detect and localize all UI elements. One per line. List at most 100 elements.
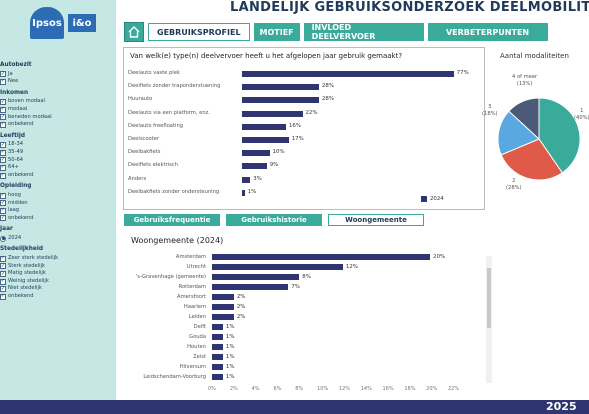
filter-option[interactable]: ✓ beneden modaal	[0, 114, 116, 122]
filter-option[interactable]: ✓ Niet stedelijk	[0, 285, 116, 293]
municipality-row: Zeist 1%	[0, 352, 360, 362]
filter-option[interactable]: ✓ Zeer sterk stedelijk	[0, 255, 116, 263]
filter-option-label: 35-49	[8, 148, 24, 155]
subtab-gebruiksfrequentie[interactable]: Gebruiksfrequentie	[124, 214, 220, 226]
bar	[242, 189, 245, 196]
footer-year: 2025	[546, 400, 577, 413]
filter-panel: Autobezit ✓ Ja ✓ Nee Inkomen ✓ boven modaal ✓ mod…	[0, 62, 116, 305]
filter-option[interactable]: ✓ Sterk stedelijk	[0, 263, 116, 271]
filter-title: Autobezit	[0, 62, 32, 68]
checkbox[interactable]: ✓	[0, 199, 6, 207]
filter-option[interactable]: ✓ onbekend	[0, 215, 116, 223]
checkbox[interactable]: ✓	[0, 207, 6, 214]
checkbox[interactable]: ✓	[0, 285, 6, 293]
filter-option[interactable]: ✓ onbekend	[0, 121, 116, 129]
home-button[interactable]	[124, 22, 144, 42]
municipality-label: Utrecht	[186, 263, 206, 270]
filter-option[interactable]: ✓ modaal	[0, 106, 116, 114]
filter-option[interactable]: ✓ Ja	[0, 71, 116, 79]
subtab-woongemeente[interactable]: Woongemeente	[328, 214, 424, 226]
filter-option-label: onbekend	[8, 171, 34, 178]
radio-button[interactable]	[0, 235, 6, 242]
scroll-thumb[interactable]	[487, 268, 491, 328]
x-tick-label: 12%	[338, 386, 351, 392]
checkbox[interactable]: ✓	[0, 149, 6, 156]
checkbox[interactable]: ✓	[0, 70, 6, 78]
bar-category-label: Deelauto vaste plek	[128, 70, 180, 76]
filter-option[interactable]: 2024	[0, 235, 116, 243]
filter-option[interactable]: ✓ boven modaal	[0, 98, 116, 106]
tab-invloed-deelvervoer[interactable]: INVLOED DEELVERVOER	[303, 23, 424, 41]
pie-label: 2 (28%)	[506, 178, 522, 191]
filter-option[interactable]: ✓ hoog	[0, 192, 116, 200]
filter-option[interactable]: ✓ 64+	[0, 164, 116, 172]
checkbox[interactable]: ✓	[0, 78, 6, 85]
filter-option[interactable]: ✓ midden	[0, 200, 116, 208]
pie-slice	[500, 138, 563, 181]
filter-option[interactable]: ✓ 18-34	[0, 141, 116, 149]
filter-option-label: Matig stedelijk	[8, 270, 46, 277]
chart-title: Van welk(e) type(n) deelvervoer heeft u …	[130, 52, 403, 60]
bar-row: Deelscooter 17%	[124, 134, 484, 146]
bar-value-label: 7%	[291, 283, 300, 290]
checkbox[interactable]: ✓	[0, 255, 6, 262]
tab-motief[interactable]: MOTIEF	[253, 23, 300, 41]
logo: Ipsos i&o	[30, 6, 96, 40]
filter-option-label: Zeer sterk stedelijk	[8, 255, 59, 262]
filter-option-label: modaal	[8, 105, 28, 112]
checkbox[interactable]: ✓	[0, 262, 6, 270]
filter-option-label: onbekend	[8, 293, 34, 300]
checkbox[interactable]: ✓	[0, 172, 6, 179]
filter-option[interactable]: ✓ Weinig stedelijk	[0, 278, 116, 286]
x-tick-label: 2%	[229, 386, 238, 392]
checkbox[interactable]: ✓	[0, 270, 6, 278]
municipality-row: Delft 1%	[0, 322, 360, 332]
checkbox[interactable]: ✓	[0, 164, 6, 171]
bar-value-label: 2%	[236, 293, 246, 300]
pie-label: 4 of meer (13%)	[512, 74, 537, 87]
checkbox[interactable]: ✓	[0, 113, 6, 121]
checkbox[interactable]: ✓	[0, 106, 6, 113]
checkbox[interactable]: ✓	[0, 214, 6, 222]
pie-category: 3	[488, 104, 492, 110]
tab-gebruiksprofiel[interactable]: GEBRUIKSPROFIEL	[148, 23, 250, 41]
tab-verbeterpunten[interactable]: VERBETERPUNTEN	[427, 23, 548, 41]
subtab-gebruikshistorie[interactable]: Gebruikshistorie	[226, 214, 322, 226]
legend-swatch	[421, 196, 427, 202]
filter-option[interactable]: ✓ 35-49	[0, 149, 116, 157]
bar-category-label: Deelauto freefloating	[128, 122, 184, 129]
filter-option[interactable]: ✓ Matig stedelijk	[0, 270, 116, 278]
x-tick-label: 14%	[360, 386, 372, 392]
bar	[212, 333, 223, 340]
bar-row: Anders 3%	[124, 174, 484, 186]
filter-group-stedelijkheid: Stedelijkheid ✓ Zeer sterk stedelijk ✓ Sterk…	[0, 246, 116, 300]
chart-scrollbar[interactable]	[486, 256, 492, 383]
checkbox[interactable]: ✓	[0, 278, 6, 285]
bar-row: Deelfiets zonder traponderstuening 28%	[124, 81, 484, 93]
filter-option[interactable]: ✓ 50-64	[0, 157, 116, 165]
bar	[242, 163, 267, 170]
checkbox[interactable]: ✓	[0, 98, 6, 106]
bar	[242, 71, 454, 77]
filter-option[interactable]: ✓ onbekend	[0, 172, 116, 180]
bar-category-label: Huurauto	[128, 96, 153, 103]
municipality-label: Haarlem	[183, 303, 206, 310]
bar-category-label: Deelfiets zonder traponderstuening	[128, 83, 221, 90]
filter-title: Stedelijkheid	[0, 246, 43, 253]
municipality-label: Houten	[187, 343, 206, 350]
pie-title: Aantal modaliteiten	[500, 52, 569, 60]
checkbox[interactable]: ✓	[0, 192, 6, 199]
bar-value-label: 1%	[225, 343, 235, 350]
checkbox[interactable]: ✓	[0, 293, 6, 300]
filter-option[interactable]: ✓ laag	[0, 207, 116, 215]
checkbox[interactable]: ✓	[0, 121, 6, 128]
bar	[212, 323, 223, 330]
bar-value-label: 12%	[345, 263, 358, 270]
filter-option[interactable]: ✓ onbekend	[0, 293, 116, 301]
checkbox[interactable]: ✓	[0, 141, 6, 149]
checkbox[interactable]: ✓	[0, 156, 6, 164]
filter-option-label: Ja	[8, 70, 13, 77]
pie-slice	[508, 97, 540, 141]
filter-option[interactable]: ✓ Nee	[0, 78, 116, 86]
